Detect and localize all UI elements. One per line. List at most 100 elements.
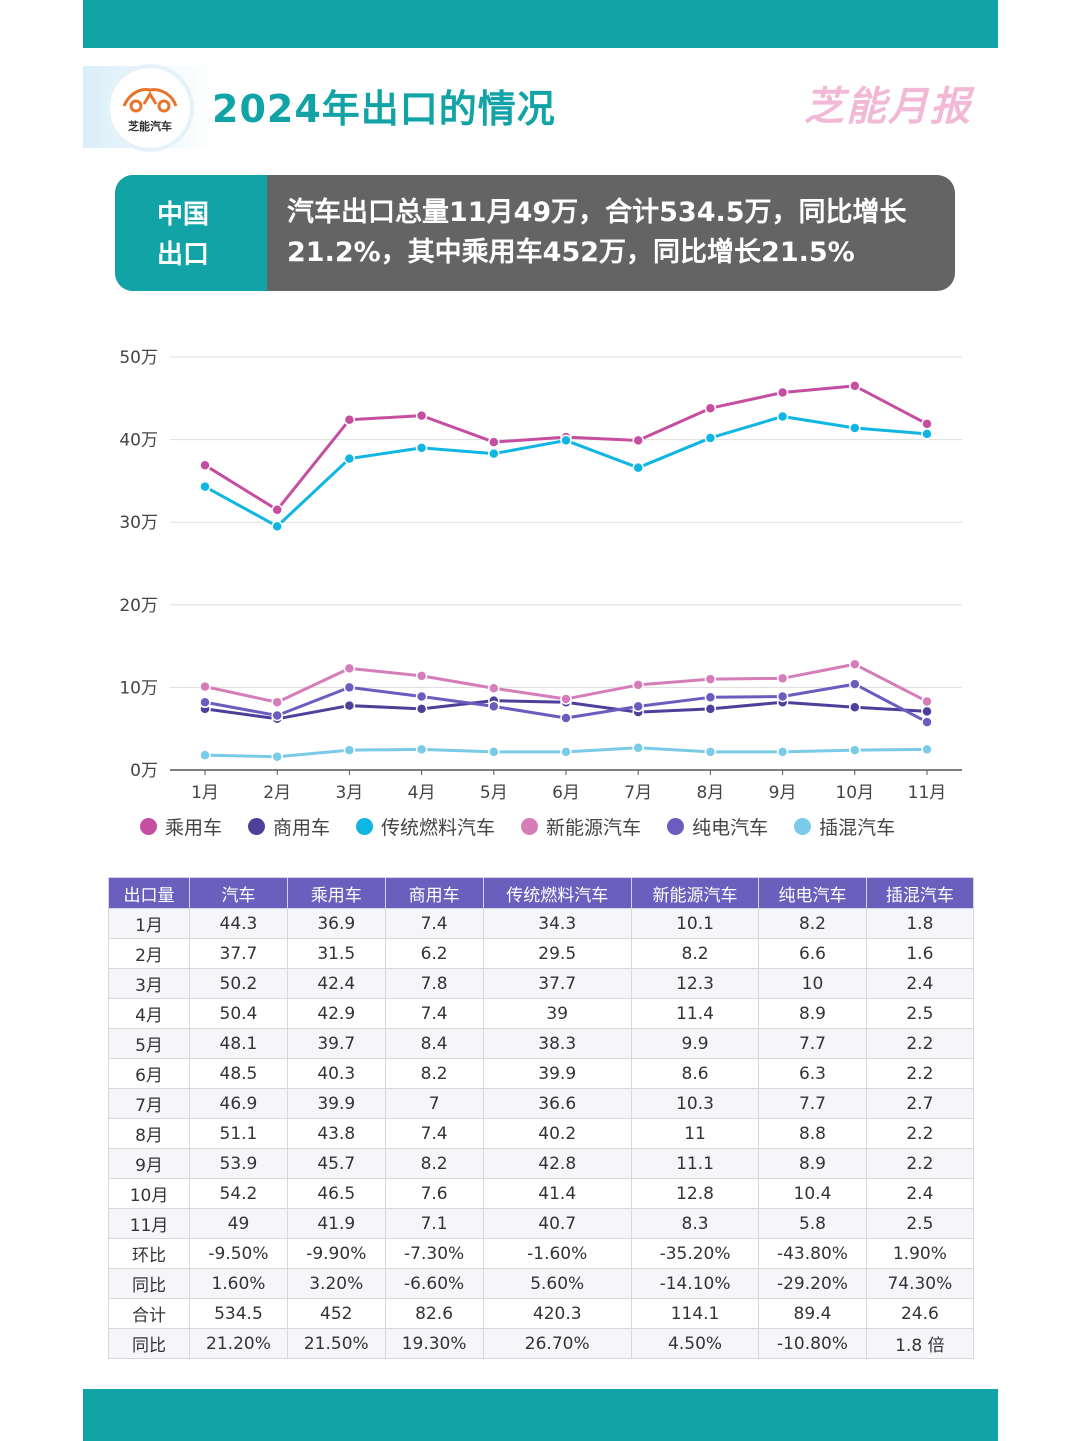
data-point	[776, 746, 789, 758]
table-row: 3月 50.2 42.4 7.8 37.7 12.3 10 2.4	[107, 968, 975, 999]
table-cell: 6.3	[758, 1058, 867, 1089]
table-cell: 114.1	[630, 1298, 760, 1329]
legend-marker-icon	[521, 817, 539, 835]
table-cell: 7.4	[384, 908, 484, 939]
data-point	[704, 673, 717, 685]
table-cell: 2.7	[865, 1088, 975, 1119]
table-cell: 10.3	[630, 1088, 760, 1119]
summary-banner: 中国 出口 汽车出口总量11月49万，合计534.5万，同比增长21.2%，其中乘…	[115, 175, 955, 291]
table-cell: 24.6	[865, 1298, 975, 1329]
data-point	[632, 741, 644, 754]
legend-item: 插混汽车	[794, 813, 895, 840]
legend-item: 新能源汽车	[521, 813, 641, 840]
y-tick-label: 20万	[119, 596, 158, 616]
table-cell: -10.80%	[758, 1328, 867, 1359]
table-cell: 42.4	[286, 968, 386, 999]
data-point	[776, 672, 789, 685]
data-point	[921, 428, 933, 440]
y-tick-label: 0万	[130, 761, 158, 781]
y-tick-label: 40万	[119, 431, 158, 451]
table-column-header: 乘用车	[286, 877, 386, 909]
table-cell: 420.3	[482, 1298, 632, 1329]
brand-wordmark: 芝能月报	[804, 84, 972, 130]
data-point	[921, 743, 933, 756]
table-cell: 74.30%	[865, 1268, 975, 1299]
table-column-header: 纯电汽车	[758, 877, 867, 909]
table-cell: 41.9	[286, 1208, 386, 1239]
table-cell: 12.8	[630, 1178, 760, 1209]
page-title: 2024年出口的情况	[212, 87, 556, 131]
table-cell: 39.7	[286, 1028, 386, 1059]
table-cell: 8.2	[384, 1148, 484, 1179]
data-point	[632, 461, 644, 474]
table-row: 10月 54.2 46.5 7.6 41.4 12.8 10.4 2.4	[107, 1178, 975, 1209]
table-column-header: 传统燃料汽车	[482, 877, 632, 909]
table-row: 同比 21.20% 21.50% 19.30% 26.70% 4.50% -10.80% 1.…	[107, 1328, 975, 1359]
table-cell: 41.4	[482, 1178, 632, 1209]
export-line-chart: 0万 10万 20万 30万 40万 50万 1月 2月 3月 4月 5月 6月 7月 8月 9月 10月 11…	[119, 348, 962, 803]
table-cell: 7.4	[384, 1118, 484, 1149]
row-label-cell: 2月	[107, 938, 191, 969]
table-cell: 50.4	[189, 998, 288, 1029]
table-cell: 7.7	[758, 1028, 867, 1059]
data-point	[776, 410, 789, 423]
table-column-header: 新能源汽车	[630, 877, 760, 909]
data-point	[343, 744, 356, 756]
table-column-header: 汽车	[189, 877, 288, 909]
x-tick-label: 2月	[263, 783, 291, 803]
data-point	[488, 682, 500, 694]
x-tick-label: 8月	[696, 783, 724, 803]
table-cell: 10.4	[758, 1178, 867, 1209]
data-point	[849, 658, 861, 671]
x-tick-label: 6月	[552, 783, 580, 803]
table-cell: 7	[384, 1088, 484, 1119]
legend-marker-icon	[356, 817, 374, 835]
x-tick-label: 3月	[335, 783, 363, 803]
data-point	[849, 744, 861, 756]
table-cell: 11.4	[630, 998, 760, 1029]
data-point	[704, 703, 717, 715]
row-label-cell: 3月	[107, 968, 191, 999]
row-label-cell: 同比	[107, 1328, 191, 1359]
data-point	[921, 705, 933, 718]
data-point	[343, 414, 356, 426]
table-row: 8月 51.1 43.8 7.4 40.2 11 8.8 2.2	[107, 1118, 975, 1149]
row-label-cell: 4月	[107, 998, 191, 1029]
data-point	[849, 678, 861, 690]
table-cell: 39.9	[286, 1088, 386, 1119]
row-label-cell: 6月	[107, 1058, 191, 1089]
data-point	[271, 504, 283, 516]
legend-item: 乘用车	[140, 813, 222, 840]
table-cell: -14.10%	[630, 1268, 760, 1299]
table-row: 7月 46.9 39.9 7 36.6 10.3 7.7 2.7	[107, 1088, 975, 1119]
row-label-cell: 同比	[107, 1268, 191, 1299]
table-cell: 2.4	[865, 1178, 975, 1209]
row-label-cell: 合计	[107, 1298, 191, 1329]
banner-label: 中国 出口	[157, 200, 210, 270]
data-point	[560, 712, 572, 724]
table-cell: 42.9	[286, 998, 386, 1029]
table-cell: 7.7	[758, 1088, 867, 1119]
table-row: 同比 1.60% 3.20% -6.60% 5.60% -14.10% -29.20% 74.…	[107, 1268, 975, 1299]
table-cell: 40.3	[286, 1058, 386, 1089]
table-cell: 2.4	[865, 968, 975, 999]
table-cell: 49	[189, 1208, 288, 1239]
row-label-cell: 1月	[107, 908, 191, 939]
table-cell: 46.5	[286, 1178, 386, 1209]
table-cell: -6.60%	[384, 1268, 484, 1299]
data-point	[921, 418, 933, 430]
table-row: 环比 -9.50% -9.90% -7.30% -1.60% -35.20% -43.80%…	[107, 1238, 975, 1269]
table-cell: 48.1	[189, 1028, 288, 1059]
table-cell: 10	[758, 968, 867, 999]
table-cell: 8.8	[758, 1118, 867, 1149]
table-cell: 38.3	[482, 1028, 632, 1059]
table-cell: 50.2	[189, 968, 288, 999]
table-cell: 42.8	[482, 1148, 632, 1179]
table-cell: 12.3	[630, 968, 760, 999]
table-cell: -35.20%	[630, 1238, 760, 1269]
row-label-cell: 7月	[107, 1088, 191, 1119]
bottom-bar	[83, 1389, 998, 1441]
x-tick-label: 4月	[408, 783, 436, 803]
table-cell: 39	[482, 998, 632, 1029]
table-cell: 534.5	[189, 1298, 288, 1329]
